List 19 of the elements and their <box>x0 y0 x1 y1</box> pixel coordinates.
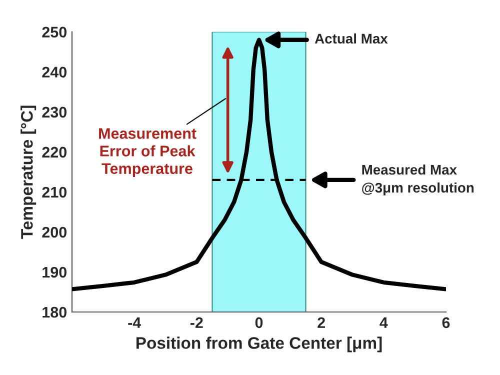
x-tick-label: 6 <box>442 317 450 328</box>
x-axis-title: Position from Gate Center [μm] <box>136 336 382 352</box>
y-axis-title: Temperature [°C] <box>20 106 36 239</box>
y-tick-label: 240 <box>42 66 67 78</box>
x-tick-label: -4 <box>128 317 142 328</box>
y-tick-label: 250 <box>42 26 67 38</box>
y-tick-label: 180 <box>42 306 67 318</box>
x-tick-label: -2 <box>190 317 203 328</box>
x-tick-label: 0 <box>255 317 263 328</box>
x-tick-label: 2 <box>318 317 325 328</box>
x-tick-label: 4 <box>380 317 388 328</box>
y-tick-label: 210 <box>42 186 67 198</box>
y-tick-label: 230 <box>42 106 67 118</box>
annotation: Actual Max <box>314 33 388 44</box>
y-tick-label: 200 <box>42 226 67 238</box>
annotation: Measurement Error of Peak Temperature <box>99 128 196 178</box>
y-tick-label: 220 <box>42 146 67 158</box>
y-tick-label: 190 <box>42 266 67 278</box>
annotation: Measured Max @3μm resolution <box>362 164 474 196</box>
